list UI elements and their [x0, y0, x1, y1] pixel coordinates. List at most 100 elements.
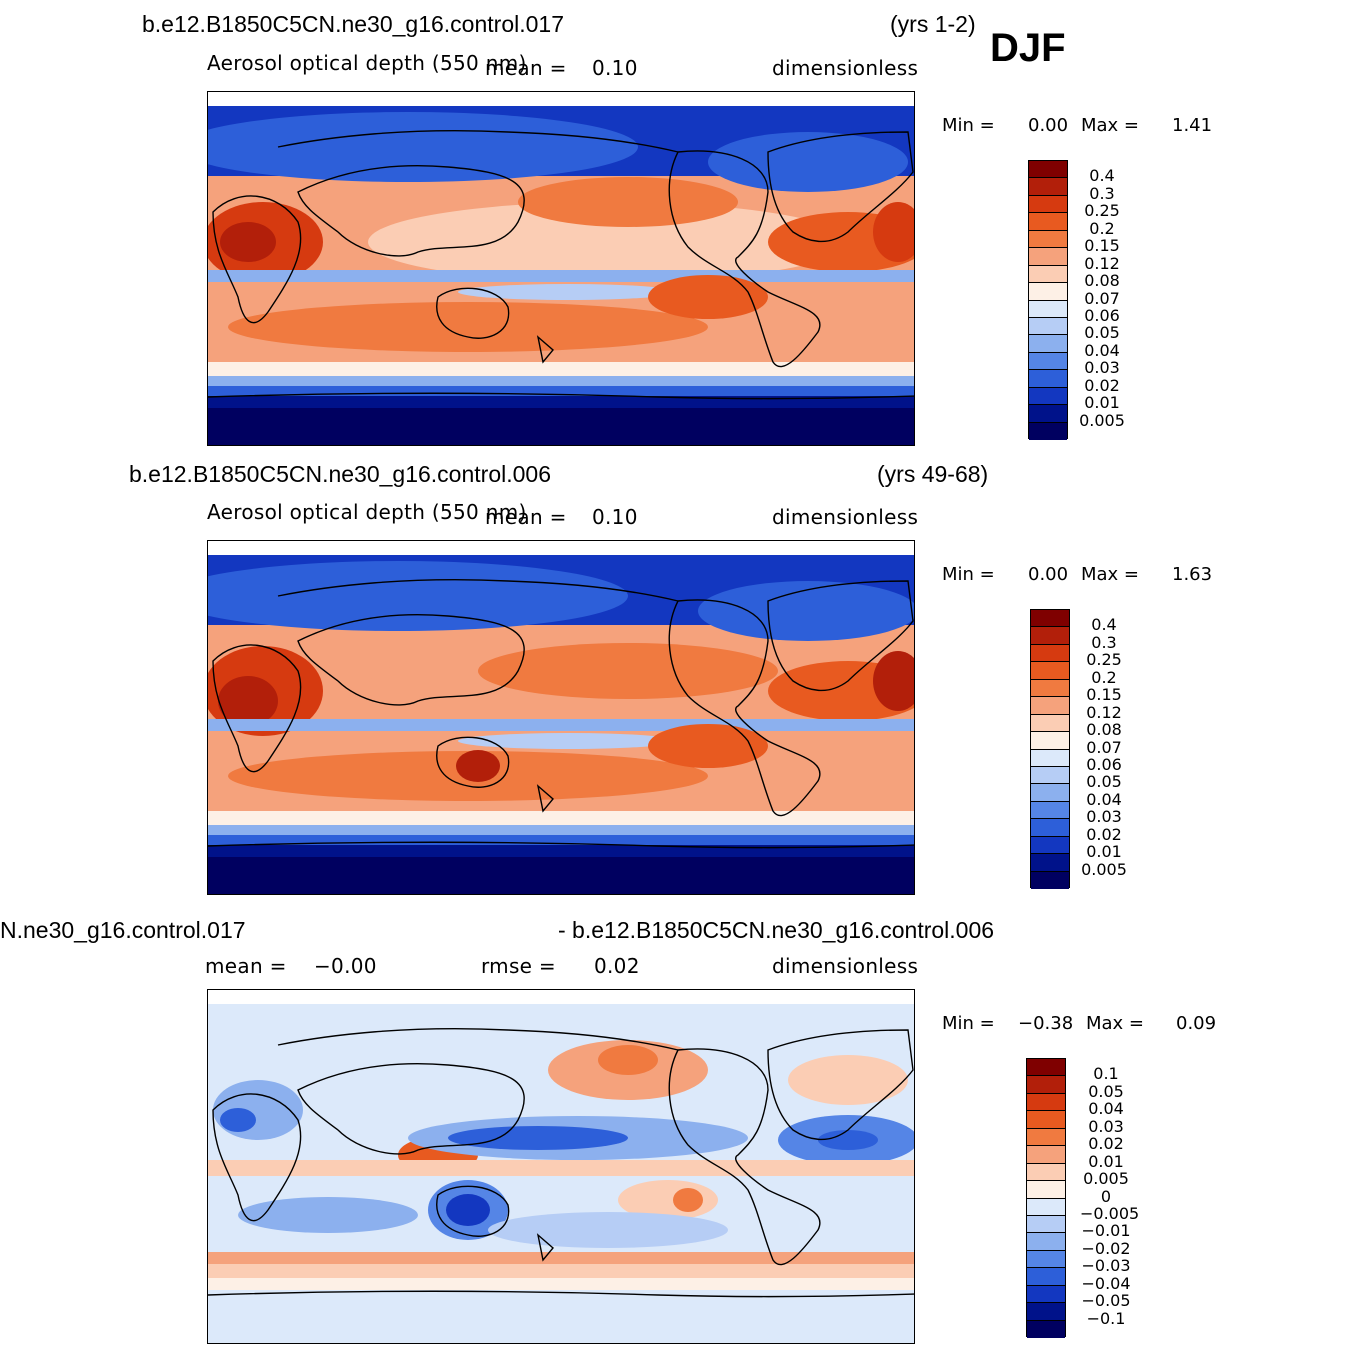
colorbar-swatch [1031, 732, 1069, 750]
colorbar-swatch [1027, 1303, 1065, 1321]
colorbar-swatch [1027, 1268, 1065, 1286]
colorbar-swatch [1027, 1285, 1065, 1304]
colorbar-tick-label: −0.005 [1080, 1203, 1140, 1223]
colorbar-swatch [1031, 644, 1069, 663]
colorbar-swatch [1027, 1320, 1065, 1338]
colorbar-tick-label: 0.01 [1088, 1151, 1124, 1171]
colorbar-swatch [1031, 784, 1069, 802]
colorbar-tick-label: 0.01 [1084, 393, 1120, 413]
panel1-colorbar [1028, 160, 1068, 440]
colorbar-swatch [1031, 854, 1069, 872]
colorbar-tick-label: 0.3 [1089, 183, 1115, 203]
panel3-map-svg [208, 990, 914, 1343]
panel2-map-svg [208, 541, 914, 894]
colorbar-swatch [1027, 1198, 1065, 1216]
panel3-case-left: N.ne30_g16.control.017 [0, 917, 246, 943]
panel3-colorbar [1026, 1058, 1066, 1338]
panel2-years: (yrs 49-68) [877, 461, 989, 487]
colorbar-swatch [1027, 1215, 1065, 1234]
colorbar-tick-label: 0.05 [1084, 323, 1120, 343]
panel3-map [207, 989, 915, 1344]
panel3-min-label: Min = [942, 1013, 995, 1034]
panel3-mean-value: −0.00 [314, 954, 377, 978]
colorbar-tick-label: 0.06 [1084, 305, 1120, 325]
panel1-min-value: 0.00 [1028, 115, 1069, 136]
panel3-rmse-label: rmse = [481, 954, 556, 978]
colorbar-tick-label: 0.03 [1086, 807, 1122, 827]
panel2-max-label: Max = [1081, 564, 1140, 585]
colorbar-swatch [1031, 697, 1069, 715]
colorbar-swatch [1029, 387, 1067, 406]
colorbar-swatch [1029, 317, 1067, 336]
colorbar-tick-label: −0.03 [1081, 1256, 1131, 1276]
colorbar-swatch [1029, 422, 1067, 440]
panel3-mean-label: mean = [205, 954, 287, 978]
colorbar-swatch [1031, 662, 1069, 680]
colorbar-tick-label: 0.2 [1089, 218, 1115, 238]
colorbar-swatch [1027, 1181, 1065, 1199]
colorbar-swatch [1029, 283, 1067, 301]
panel1-map [207, 91, 915, 446]
colorbar-tick-label: 0.05 [1088, 1081, 1124, 1101]
panel1-case-title: b.e12.B1850C5CN.ne30_g16.control.017 [142, 11, 564, 37]
colorbar-swatch [1031, 714, 1069, 733]
panel1-mean-label: mean = [485, 56, 567, 80]
panel2-min-value: 0.00 [1028, 564, 1069, 585]
colorbar-swatch [1029, 300, 1067, 318]
colorbar-swatch [1029, 265, 1067, 284]
colorbar-tick-label: −0.01 [1081, 1221, 1131, 1241]
panel2-max-value: 1.63 [1172, 564, 1213, 585]
colorbar-tick-label: 0.1 [1093, 1064, 1119, 1084]
colorbar-swatch [1031, 610, 1069, 628]
colorbar-tick-label: 0.03 [1088, 1116, 1124, 1136]
panel2-map [207, 540, 915, 895]
colorbar-swatch [1027, 1093, 1065, 1112]
colorbar-tick-label: 0.25 [1086, 650, 1122, 670]
panel3-rmse-value: 0.02 [594, 954, 640, 978]
panel2-min-label: Min = [942, 564, 995, 585]
colorbar-tick-label: 0.12 [1084, 253, 1120, 273]
panel3-case-right: - b.e12.B1850C5CN.ne30_g16.control.006 [558, 917, 995, 943]
colorbar-swatch [1029, 213, 1067, 231]
panel1-colorbar-labels: 0.4 0.3 0.25 0.2 0.15 0.12 0.08 0.07 0.06 0.05 0.0… [1076, 160, 1128, 439]
panel2-mean-value: 0.10 [592, 505, 638, 529]
panel1-variable: Aerosol optical depth (550 nm) [207, 51, 527, 75]
colorbar-swatch [1031, 679, 1069, 698]
colorbar-tick-label: 0.3 [1091, 632, 1117, 652]
colorbar-tick-label: −0.05 [1081, 1291, 1131, 1311]
panel1-max-label: Max = [1081, 115, 1140, 136]
colorbar-swatch [1027, 1250, 1065, 1269]
colorbar-swatch [1027, 1059, 1065, 1077]
colorbar-swatch [1031, 871, 1069, 889]
colorbar-tick-label: 0.06 [1086, 754, 1122, 774]
panel1-units: dimensionless [772, 56, 919, 80]
colorbar-tick-label: 0.03 [1084, 358, 1120, 378]
panel2-variable: Aerosol optical depth (550 nm) [207, 500, 527, 524]
panel2-units: dimensionless [772, 505, 919, 529]
colorbar-tick-label: 0.15 [1084, 236, 1120, 256]
colorbar-tick-label: −0.04 [1081, 1273, 1131, 1293]
season-label: DJF [990, 26, 1066, 70]
panel1-mean-value: 0.10 [592, 56, 638, 80]
colorbar-swatch [1027, 1233, 1065, 1251]
colorbar-tick-label: −0.1 [1086, 1308, 1126, 1328]
colorbar-tick-label: 0.08 [1086, 720, 1122, 740]
colorbar-swatch [1027, 1128, 1065, 1147]
colorbar-tick-label: 0.08 [1084, 271, 1120, 291]
colorbar-tick-label: −0.02 [1081, 1238, 1131, 1258]
panel3-units: dimensionless [772, 954, 919, 978]
colorbar-tick-label: 0.04 [1086, 789, 1122, 809]
colorbar-tick-label: 0.4 [1091, 615, 1117, 635]
colorbar-swatch [1029, 352, 1067, 371]
colorbar-swatch [1031, 749, 1069, 767]
panel1-years: (yrs 1-2) [890, 11, 976, 37]
colorbar-tick-label: 0.25 [1084, 201, 1120, 221]
colorbar-swatch [1027, 1076, 1065, 1094]
colorbar-tick-label: 0.15 [1086, 685, 1122, 705]
colorbar-swatch [1029, 161, 1067, 179]
panel1-min-label: Min = [942, 115, 995, 136]
colorbar-tick-label: 0.005 [1079, 410, 1125, 430]
colorbar-swatch [1029, 335, 1067, 353]
panel2-case-title: b.e12.B1850C5CN.ne30_g16.control.006 [129, 461, 551, 487]
colorbar-tick-label: 0.005 [1083, 1169, 1129, 1189]
